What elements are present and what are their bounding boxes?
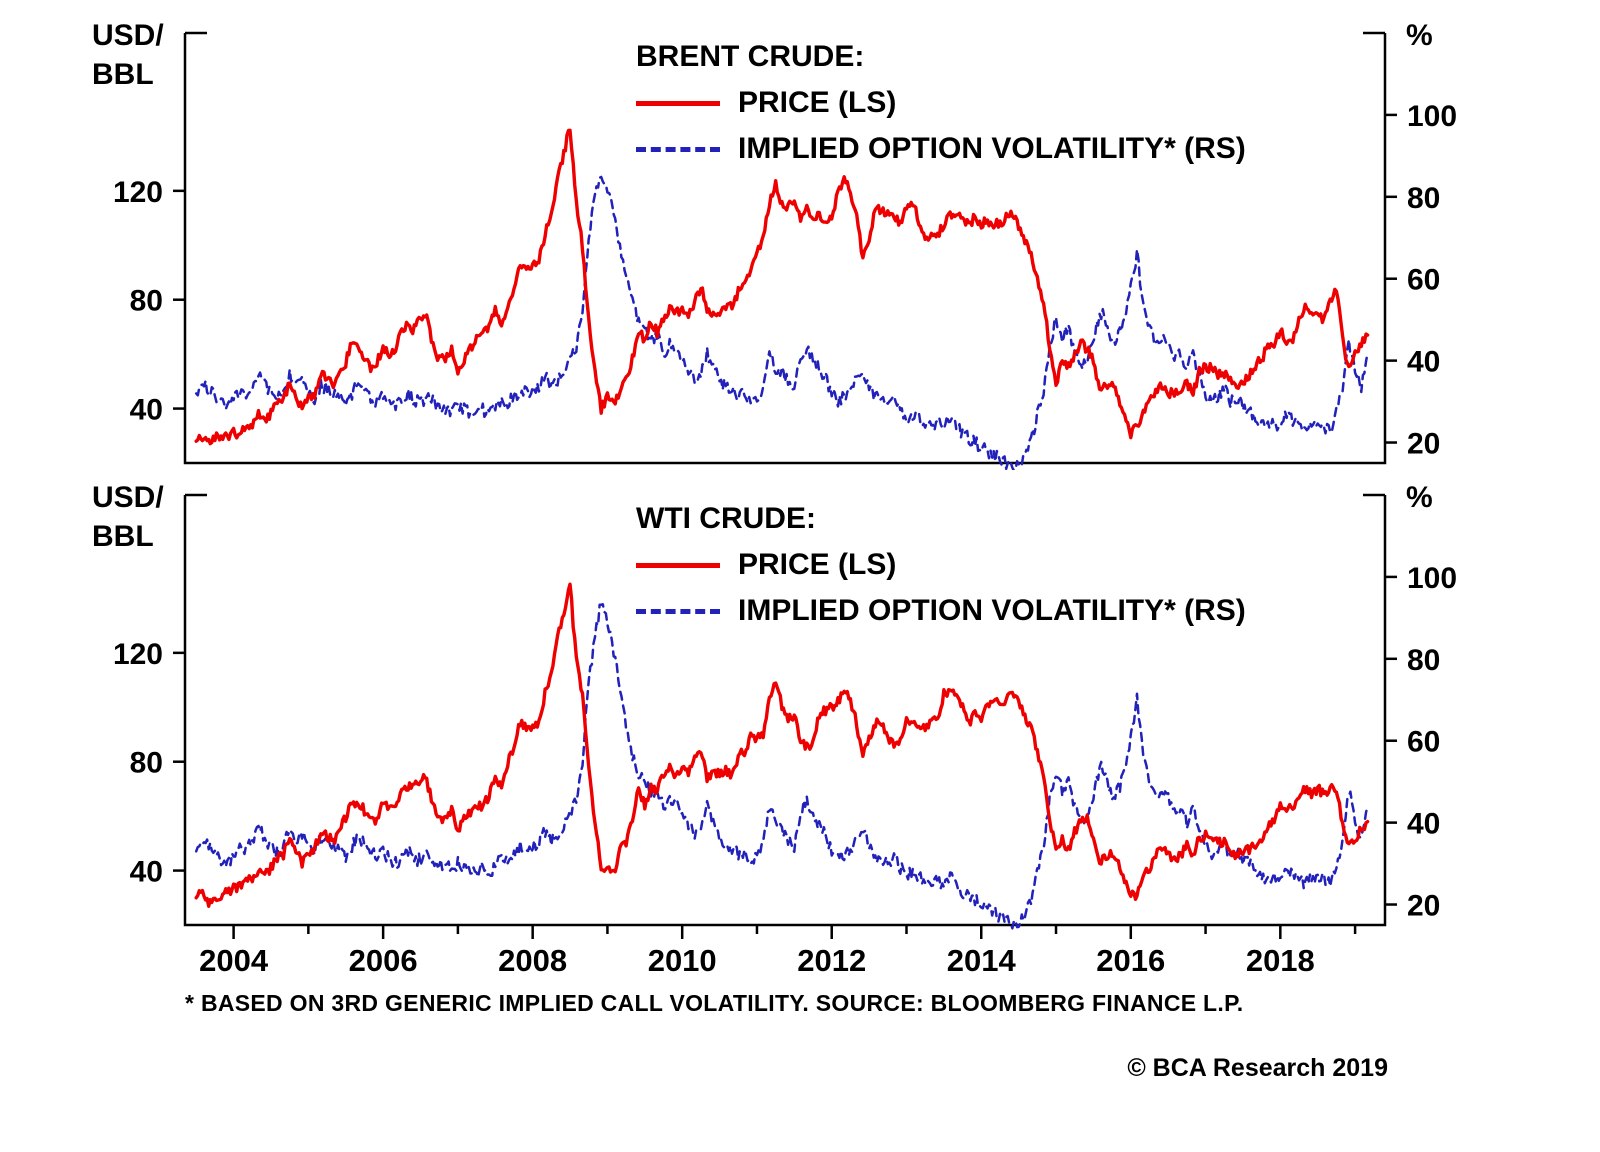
volatility-legend-label: IMPLIED OPTION VOLATILITY* (RS) (738, 132, 1246, 165)
volatility-line-swatch (636, 146, 720, 152)
left-axis-tick-label: 80 (130, 747, 163, 780)
right-axis-tick-label: 80 (1407, 182, 1440, 215)
right-axis-tick-label: 40 (1407, 808, 1440, 841)
x-axis-year-label: 2004 (199, 943, 269, 978)
copyright: © BCA Research 2019 (1127, 1054, 1388, 1082)
left-axis-tick-label: 120 (113, 176, 163, 209)
legend-item-volatility: IMPLIED OPTION VOLATILITY* (RS) (636, 588, 1246, 634)
left-axis-tick-label: 80 (130, 285, 163, 318)
wti-price-line (194, 582, 1370, 908)
right-axis-tick-label: 20 (1407, 428, 1440, 461)
left-axis-unit-label: USD/ BBL (92, 16, 164, 94)
left-axis-unit-line1: USD/ (92, 481, 164, 514)
legend-title: BRENT CRUDE: (636, 40, 865, 73)
volatility-legend-label: IMPLIED OPTION VOLATILITY* (RS) (738, 594, 1246, 627)
x-axis-year-label: 2010 (648, 943, 717, 978)
right-axis-tick-label: 80 (1407, 644, 1440, 677)
brent-legend: BRENT CRUDE: PRICE (LS) IMPLIED OPTION V… (636, 34, 1246, 172)
x-axis-year-label: 2018 (1246, 943, 1315, 978)
price-legend-label: PRICE (LS) (738, 548, 897, 581)
x-axis-year-label: 2014 (947, 943, 1017, 978)
right-axis-tick-label: 60 (1407, 264, 1440, 297)
right-axis-unit-label: % (1406, 19, 1433, 52)
axis-frame (183, 493, 1387, 927)
right-axis-tick-label: 100 (1407, 562, 1457, 595)
right-axis-tick-label: 100 (1407, 100, 1457, 133)
legend-item-volatility: IMPLIED OPTION VOLATILITY* (RS) (636, 126, 1246, 172)
left-axis-unit-line2: BBL (92, 520, 154, 553)
left-axis-unit-line1: USD/ (92, 19, 164, 52)
brent-plot: 40 80 120 20 40 60 80 100 (113, 31, 1457, 470)
x-axis-year-label: 2008 (498, 943, 567, 978)
left-axis-tick-label: 120 (113, 638, 163, 671)
right-axis-tick-label: 40 (1407, 346, 1440, 379)
legend-item-price: PRICE (LS) (636, 542, 1246, 588)
right-axis-tick-label: 20 (1407, 890, 1440, 923)
wti-chart-panel: USD/ BBL % 40 80 120 20 40 60 80 100 2004 2006 200… (0, 470, 1600, 1000)
wti-implied_volatility-line (194, 603, 1369, 930)
brent-price-line (194, 128, 1370, 446)
left-axis-tick-label: 40 (130, 394, 163, 427)
price-line-swatch (636, 562, 720, 568)
left-axis-unit-line2: BBL (92, 58, 154, 91)
right-axis-tick-label: 60 (1407, 726, 1440, 759)
right-axis-unit-label: % (1406, 481, 1433, 514)
left-axis-unit-label: USD/ BBL (92, 478, 164, 556)
x-axis-year-label: 2016 (1096, 943, 1165, 978)
brent-implied_volatility-line (194, 175, 1369, 470)
legend-item-price: PRICE (LS) (636, 80, 1246, 126)
footnote: * BASED ON 3RD GENERIC IMPLIED CALL VOLA… (185, 990, 1244, 1016)
wti-legend: WTI CRUDE: PRICE (LS) IMPLIED OPTION VOL… (636, 496, 1246, 634)
legend-title: WTI CRUDE: (636, 502, 816, 535)
x-axis-year-label: 2006 (349, 943, 418, 978)
left-axis-tick-label: 40 (130, 856, 163, 889)
brent-chart-panel: USD/ BBL % 40 80 120 20 40 60 80 100 BRENT CRUD… (0, 8, 1600, 470)
price-legend-label: PRICE (LS) (738, 86, 897, 119)
x-axis-year-label: 2012 (797, 943, 866, 978)
volatility-line-swatch (636, 608, 720, 614)
wti-plot: 40 80 120 20 40 60 80 100 2004 2006 2008 2010 2012 20… (113, 493, 1457, 978)
axis-frame (183, 31, 1387, 465)
price-line-swatch (636, 100, 720, 106)
